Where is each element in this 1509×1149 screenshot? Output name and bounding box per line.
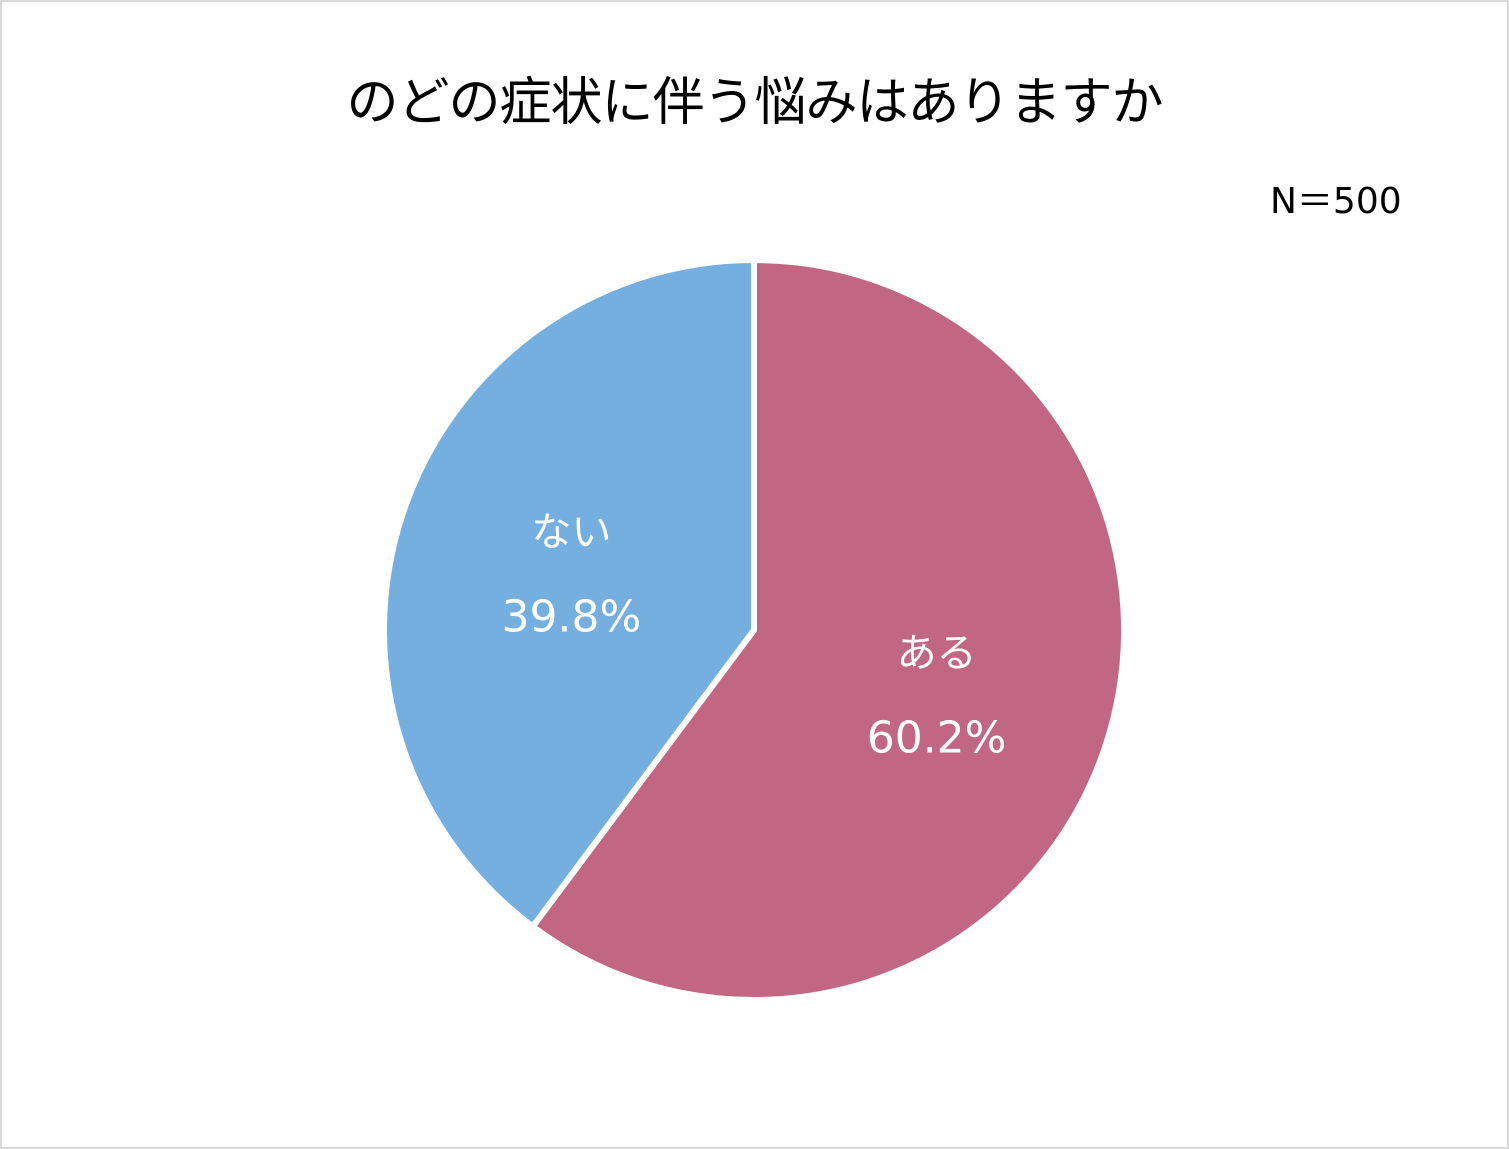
pie-labels: ある 60.2% ない 39.8% — [502, 509, 1007, 763]
slice-value-label: 60.2% — [867, 713, 1007, 764]
slice-category-label: ない — [531, 509, 611, 555]
chart-title: のどの症状に伴う悩みはありますか — [346, 73, 1163, 133]
sample-size-label: N＝500 — [1270, 181, 1402, 222]
slice-aru — [529, 257, 1127, 1003]
pie-slices — [381, 257, 1127, 1003]
slice-nai — [381, 257, 757, 930]
slice-category-label: ある — [897, 631, 977, 677]
slice-value-label: 39.8% — [502, 591, 642, 642]
